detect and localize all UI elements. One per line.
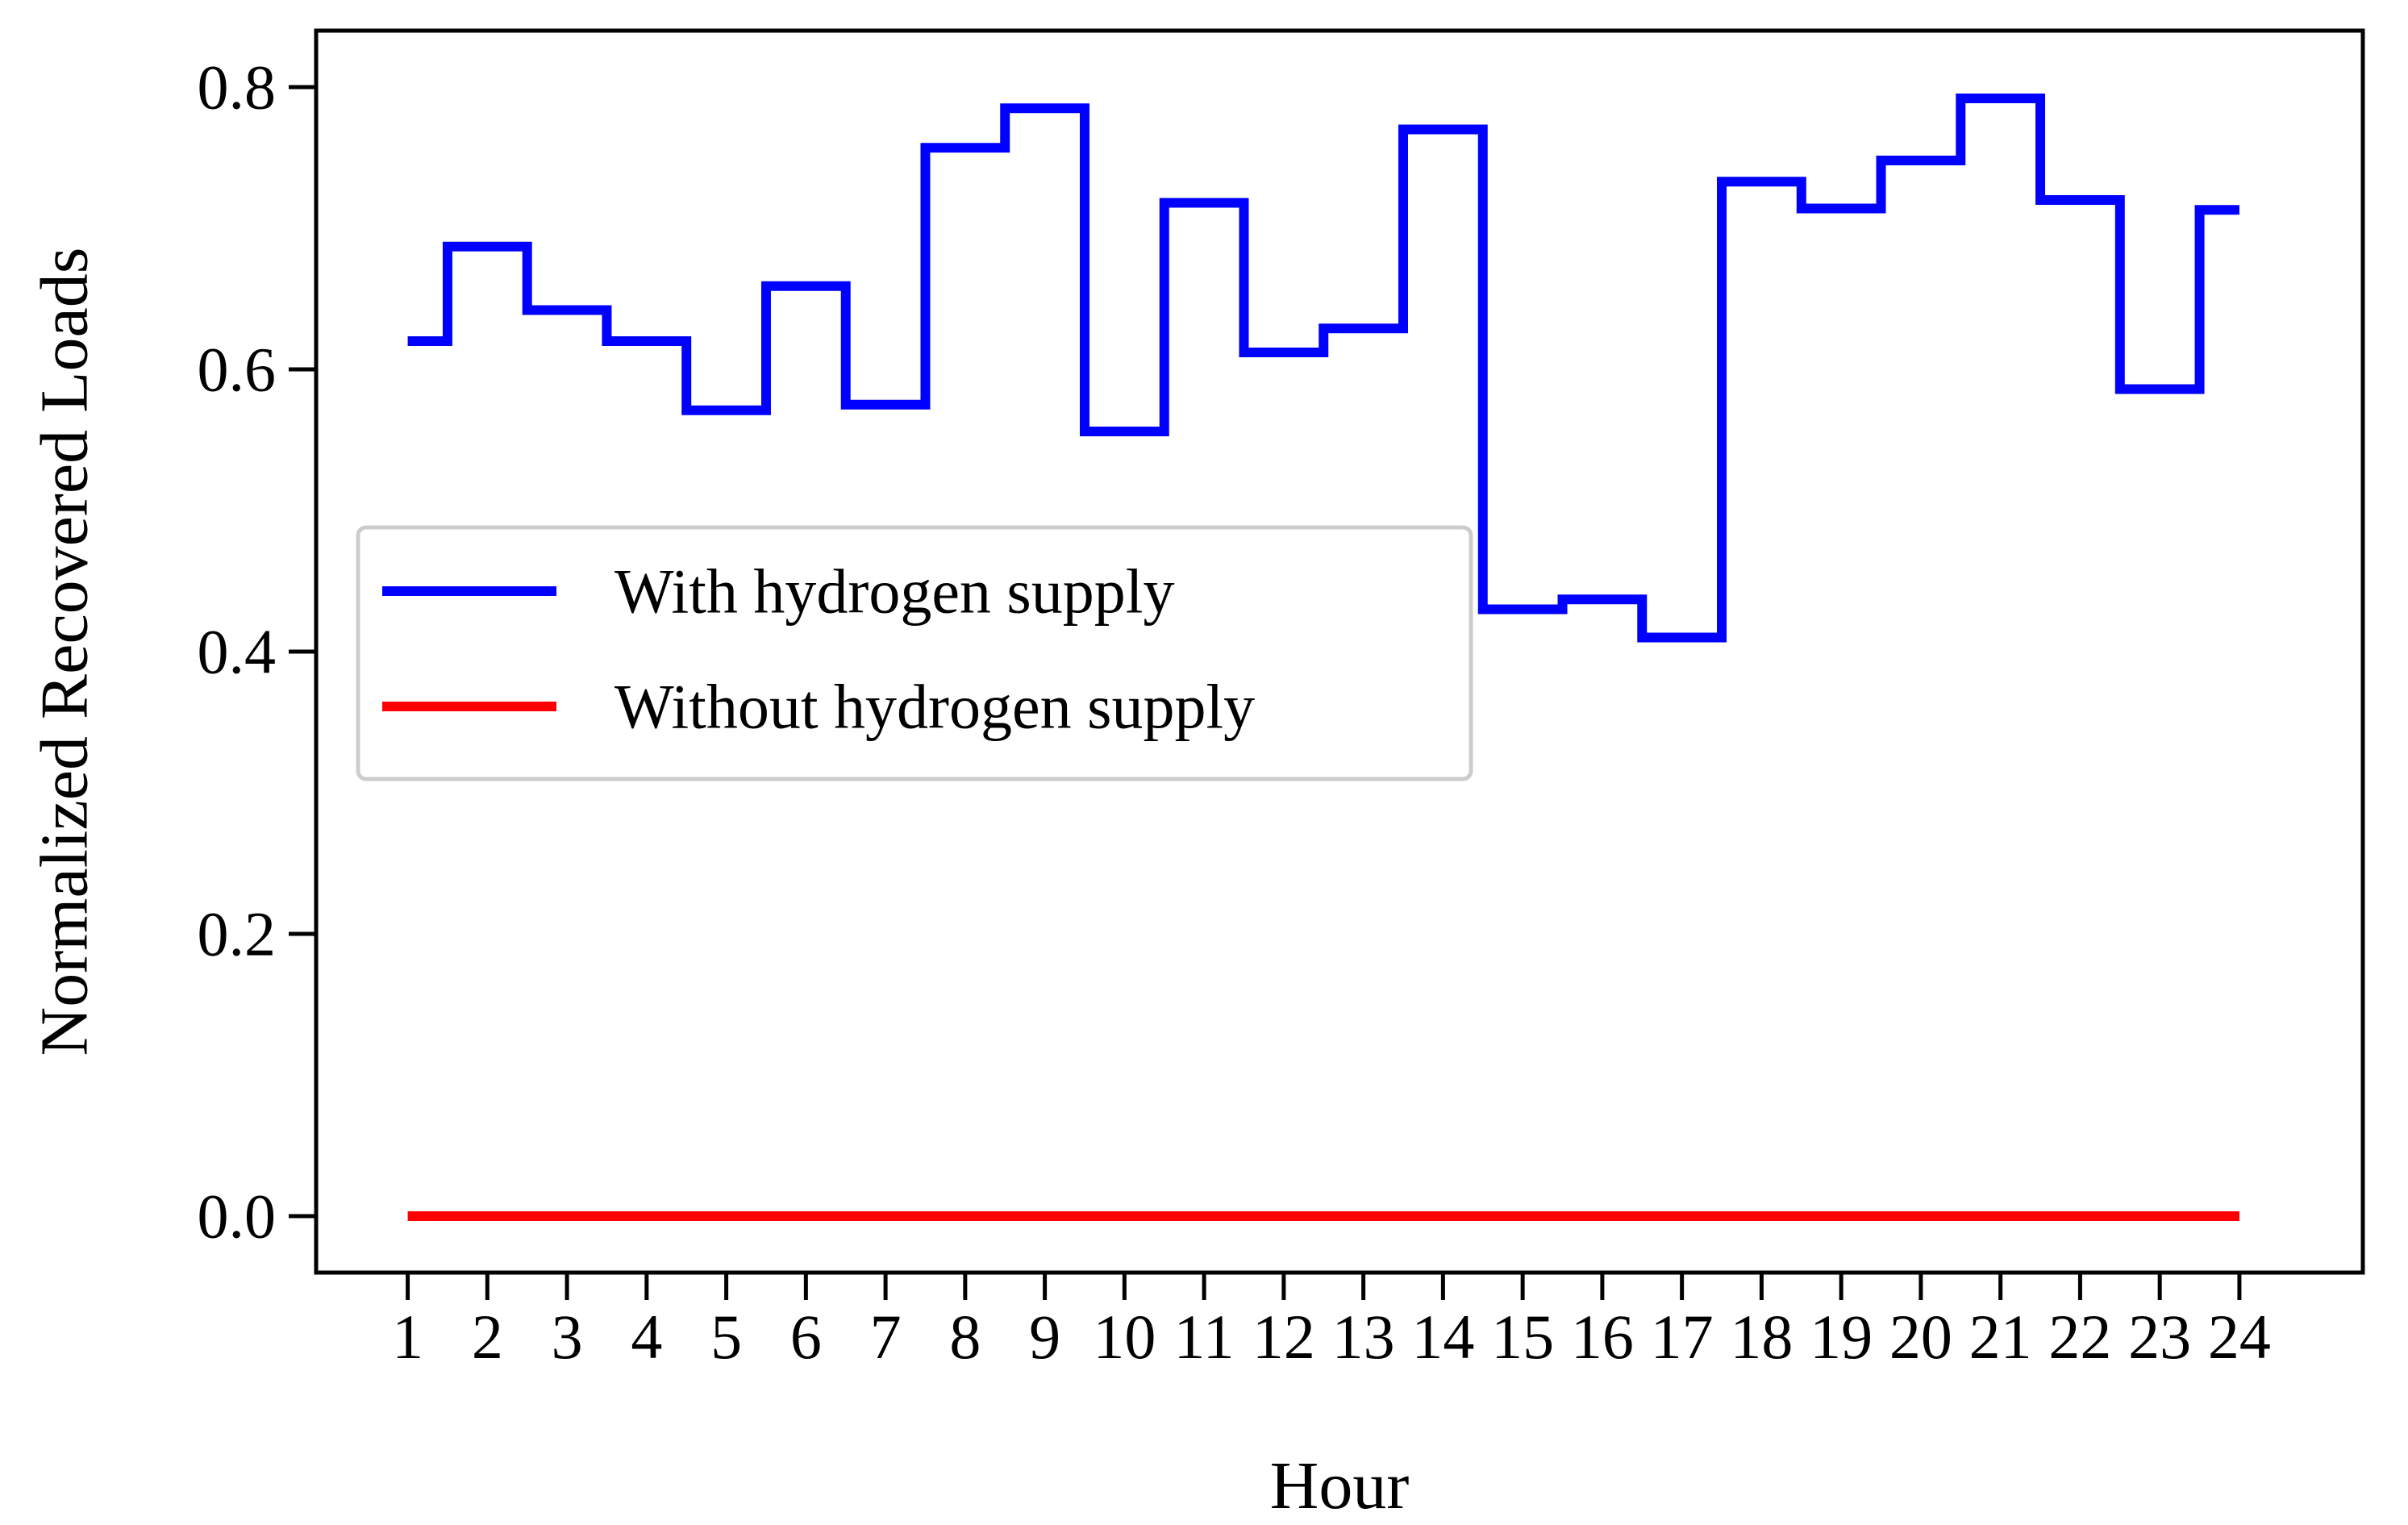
x-tick-label: 5 bbox=[710, 1302, 742, 1372]
x-tick-label: 15 bbox=[1491, 1302, 1554, 1372]
x-tick-label: 22 bbox=[2048, 1302, 2111, 1372]
y-tick-label: 0.8 bbox=[198, 52, 277, 123]
x-tick-label: 23 bbox=[2128, 1302, 2191, 1372]
legend-label-2: Without hydrogen supply bbox=[614, 672, 1255, 742]
y-tick-label: 0.6 bbox=[198, 335, 277, 405]
x-tick-label: 7 bbox=[870, 1302, 902, 1372]
x-tick-label: 9 bbox=[1029, 1302, 1060, 1372]
x-tick-label: 20 bbox=[1889, 1302, 1952, 1372]
x-tick-label: 17 bbox=[1651, 1302, 1714, 1372]
x-tick-label: 13 bbox=[1332, 1302, 1395, 1372]
x-tick-label: 4 bbox=[631, 1302, 662, 1372]
y-tick-label: 0.2 bbox=[198, 899, 277, 969]
x-axis-label: Hour bbox=[1270, 1448, 1410, 1523]
x-tick-label: 6 bbox=[790, 1302, 822, 1372]
x-tick-label: 2 bbox=[472, 1302, 503, 1372]
x-tick-label: 16 bbox=[1571, 1302, 1634, 1372]
x-tick-label: 10 bbox=[1093, 1302, 1156, 1372]
y-tick-label: 0.4 bbox=[198, 617, 277, 687]
x-tick-label: 3 bbox=[552, 1302, 583, 1372]
legend-box bbox=[356, 525, 1473, 781]
x-tick-label: 1 bbox=[392, 1302, 423, 1372]
x-tick-label: 14 bbox=[1411, 1302, 1474, 1372]
x-tick-label: 8 bbox=[949, 1302, 981, 1372]
x-tick-label: 18 bbox=[1730, 1302, 1793, 1372]
x-tick-label: 19 bbox=[1810, 1302, 1873, 1372]
series-line-1 bbox=[407, 94, 2239, 643]
y-tick-label: 0.0 bbox=[198, 1181, 277, 1252]
x-tick-label: 11 bbox=[1174, 1302, 1235, 1372]
x-tick-label: 21 bbox=[1969, 1302, 2032, 1372]
legend-label-1: With hydrogen supply bbox=[614, 556, 1174, 627]
x-tick-label: 24 bbox=[2208, 1302, 2271, 1372]
y-axis-label: Normalized Recovered Loads bbox=[27, 248, 102, 1056]
x-tick-label: 12 bbox=[1252, 1302, 1315, 1372]
